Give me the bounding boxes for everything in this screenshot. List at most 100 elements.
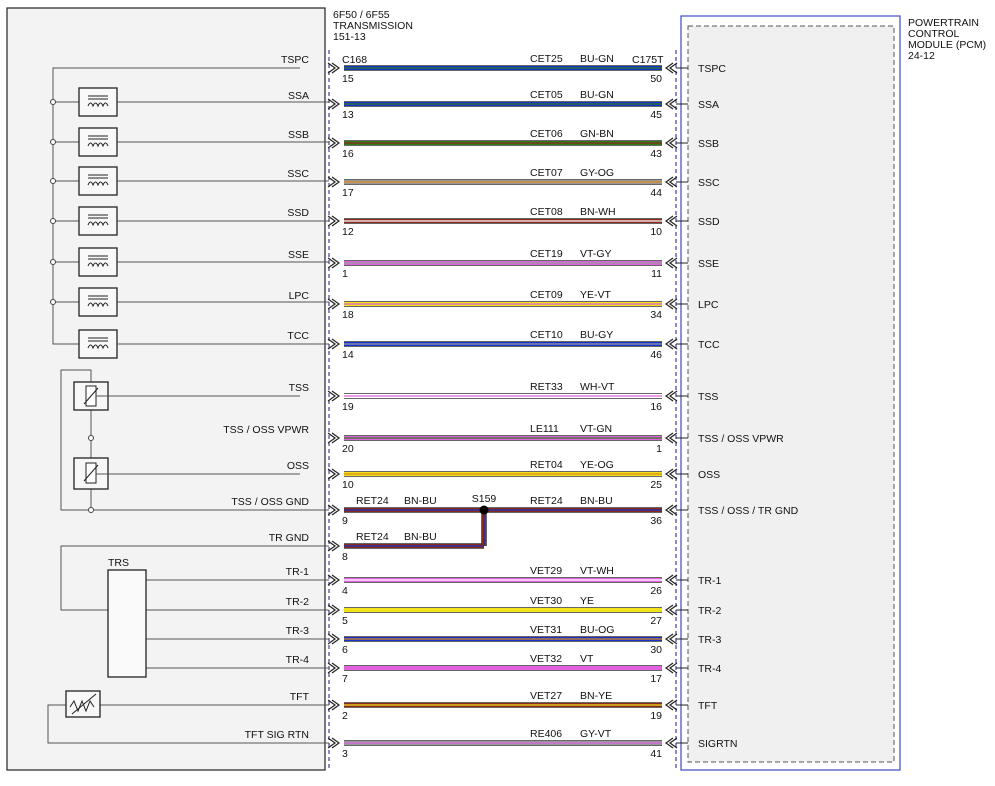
left-terminal-arrow-b bbox=[331, 540, 341, 552]
right-terminal-arrow-b bbox=[664, 257, 674, 269]
wire-color: VT-GY bbox=[580, 248, 612, 260]
right-terminal-arrow bbox=[668, 604, 678, 616]
left-pin-number: 20 bbox=[342, 443, 354, 455]
right-terminal-arrow bbox=[668, 699, 678, 711]
right-pin-number: 19 bbox=[650, 710, 662, 722]
solenoid-coil bbox=[87, 221, 109, 227]
left-circuit-label: TSS / OSS VPWR bbox=[223, 424, 309, 436]
solenoid-symbol bbox=[78, 127, 329, 157]
right-terminal-arrow-b bbox=[664, 62, 674, 74]
connector-c168-label: C168 bbox=[342, 54, 367, 66]
right-terminal-arrow-b bbox=[664, 215, 674, 227]
left-terminal-arrow bbox=[327, 176, 337, 188]
tft-thermistor-symbol bbox=[65, 690, 101, 718]
wire-color-left: BN-BU bbox=[404, 495, 437, 507]
left-terminal-arrow-b bbox=[331, 298, 341, 310]
right-terminal-arrow bbox=[668, 633, 678, 645]
right-terminal-arrow-b bbox=[664, 737, 674, 749]
right-pin-number: 16 bbox=[650, 401, 662, 413]
right-terminal-arrow bbox=[668, 176, 678, 188]
left-circuit-label: SSC bbox=[287, 168, 309, 180]
left-circuit-label: TFT bbox=[290, 691, 310, 703]
left-terminal-arrow-b bbox=[331, 504, 341, 516]
wire-color: BN-BU bbox=[404, 531, 437, 543]
left-terminal-arrow bbox=[327, 504, 337, 516]
left-pin-number: 16 bbox=[342, 148, 354, 160]
left-circuit-label: TR-1 bbox=[286, 566, 309, 578]
splice-label: S159 bbox=[472, 493, 497, 505]
left-terminal-arrow-b bbox=[331, 137, 341, 149]
left-terminal-arrow bbox=[327, 468, 337, 480]
left-circuit-label: SSB bbox=[288, 129, 309, 141]
left-terminal-arrow-b bbox=[331, 699, 341, 711]
right-terminal-arrow-b bbox=[664, 432, 674, 444]
left-terminal-arrow-b bbox=[331, 176, 341, 188]
left-pin-number: 1 bbox=[342, 268, 348, 280]
solenoid-symbol bbox=[78, 287, 329, 317]
left-terminal-arrow bbox=[327, 215, 337, 227]
left-terminal-arrow bbox=[327, 574, 337, 586]
left-pin-number: 4 bbox=[342, 585, 348, 597]
left-circuit-label: TSS bbox=[289, 382, 309, 394]
right-circuit-label: SSD bbox=[698, 216, 720, 228]
solenoid-box bbox=[78, 127, 118, 157]
wire-color: BN-WH bbox=[580, 206, 616, 218]
speed-sensor-oss bbox=[73, 457, 300, 490]
right-terminal-arrow-b bbox=[664, 604, 674, 616]
right-pin-number: 25 bbox=[650, 479, 662, 491]
circuit-number: RET24 bbox=[530, 495, 563, 507]
solenoid-box bbox=[78, 206, 118, 236]
circuit-number: VET29 bbox=[530, 565, 562, 577]
right-terminal-arrow bbox=[668, 338, 678, 350]
right-terminal-arrow bbox=[668, 468, 678, 480]
left-circuit-label: LPC bbox=[289, 290, 310, 302]
left-terminal-arrow bbox=[327, 62, 337, 74]
wire-color: VT bbox=[580, 653, 594, 665]
left-terminal-arrow-b bbox=[331, 432, 341, 444]
circuit-number: CET05 bbox=[530, 89, 563, 101]
left-pin-number: 9 bbox=[342, 515, 348, 527]
connector-c175t-label: C175T bbox=[632, 54, 664, 66]
right-terminal-arrow bbox=[668, 504, 678, 516]
left-circuit-label: TFT SIG RTN bbox=[245, 729, 309, 741]
circuit-number: CET25 bbox=[530, 53, 563, 65]
bus-junction-dots bbox=[50, 99, 94, 513]
right-terminal-arrow-b bbox=[664, 662, 674, 674]
right-terminal-arrow-b bbox=[664, 390, 674, 402]
right-circuit-label: TR-2 bbox=[698, 605, 721, 617]
wire-color: YE-OG bbox=[580, 459, 614, 471]
left-terminal-arrow-b bbox=[331, 98, 341, 110]
circuit-number: CET06 bbox=[530, 128, 563, 140]
trs-box bbox=[107, 569, 147, 678]
solenoid-symbols bbox=[78, 87, 329, 359]
right-pin-number: 10 bbox=[650, 226, 662, 238]
right-pin-number: 30 bbox=[650, 644, 662, 656]
left-terminal-arrow-b bbox=[331, 604, 341, 616]
wire-color: VT-WH bbox=[580, 565, 614, 577]
left-terminal-arrow bbox=[327, 298, 337, 310]
right-circuit-label: SSE bbox=[698, 258, 719, 270]
right-pin-number: 43 bbox=[650, 148, 662, 160]
left-circuit-label: SSD bbox=[287, 207, 309, 219]
solenoid-coil bbox=[87, 262, 109, 268]
right-circuit-label: TSS bbox=[698, 391, 718, 403]
left-pin-number: 13 bbox=[342, 109, 354, 121]
right-circuit-label: SSB bbox=[698, 138, 719, 150]
solenoid-symbol bbox=[78, 206, 329, 236]
circuit-number: VET27 bbox=[530, 690, 562, 702]
right-terminal-arrow bbox=[668, 390, 678, 402]
right-pin-number: 44 bbox=[650, 187, 662, 199]
left-terminal-arrow bbox=[327, 390, 337, 402]
right-circuit-label: TSPC bbox=[698, 63, 726, 75]
left-terminal-arrow-b bbox=[331, 62, 341, 74]
left-terminal-arrow bbox=[327, 257, 337, 269]
right-terminal-arrow-b bbox=[664, 504, 674, 516]
solenoid-box bbox=[78, 329, 118, 359]
left-circuit-label: SSE bbox=[288, 249, 309, 261]
left-terminal-arrow-b bbox=[331, 574, 341, 586]
left-pin-number: 6 bbox=[342, 644, 348, 656]
left-terminal-arrow bbox=[327, 604, 337, 616]
circuit-number: LE111 bbox=[530, 423, 559, 435]
left-circuit-label: TR-4 bbox=[286, 654, 309, 666]
